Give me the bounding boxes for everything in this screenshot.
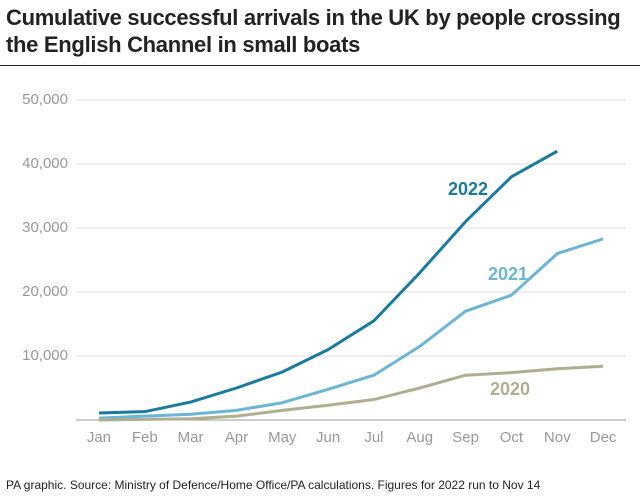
series-line: [98, 149, 558, 415]
y-tick-label: 30,000: [22, 219, 68, 236]
x-tick-label: May: [268, 429, 297, 446]
x-tick-label: Aug: [406, 429, 433, 446]
x-tick-label: Nov: [544, 429, 571, 446]
x-tick-label: Oct: [500, 429, 524, 446]
x-tick-label: Jul: [364, 429, 383, 446]
y-tick-label: 40,000: [22, 155, 68, 172]
x-tick-label: Mar: [178, 429, 204, 446]
series-label: 2021: [488, 264, 528, 284]
series-line: [98, 237, 604, 420]
y-tick-label: 10,000: [22, 347, 68, 364]
series-line: [98, 364, 604, 422]
series-label: 2022: [448, 179, 488, 199]
chart-title: Cumulative successful arrivals in the UK…: [6, 5, 621, 57]
x-tick-label: Jun: [316, 429, 340, 446]
y-tick-label: 50,000: [22, 91, 68, 108]
x-tick-label: Apr: [225, 429, 248, 446]
y-tick-label: 20,000: [22, 283, 68, 300]
series-label: 2020: [490, 379, 530, 399]
x-tick-label: Sep: [452, 429, 479, 446]
x-tick-label: Dec: [590, 429, 617, 446]
x-tick-label: Jan: [87, 429, 111, 446]
title-rule: [0, 65, 640, 66]
source-note: PA graphic. Source: Ministry of Defence/…: [6, 478, 541, 492]
x-tick-label: Feb: [132, 429, 158, 446]
